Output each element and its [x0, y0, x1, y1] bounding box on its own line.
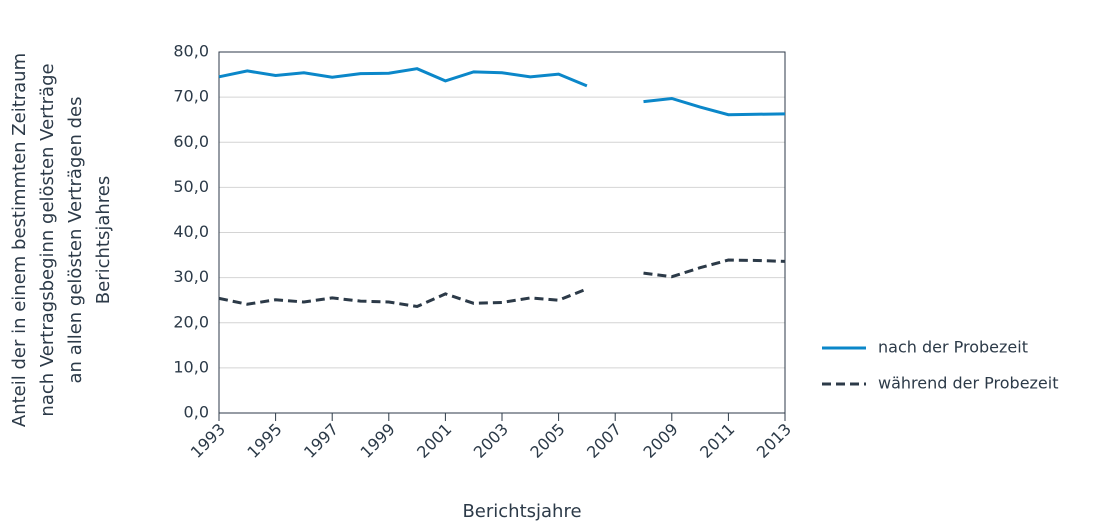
x-tick-label: 1993 — [187, 420, 229, 462]
x-tick-label: 1995 — [243, 420, 285, 462]
y-axis-label: nach Vertragsbeginn gelösten Verträge — [37, 63, 58, 416]
y-tick-label: 10,0 — [173, 357, 209, 376]
y-tick-label: 70,0 — [173, 87, 209, 106]
legend-label: nach der Probezeit — [878, 338, 1028, 357]
y-axis-label: Anteil der in einem bestimmten Zeitraum — [9, 53, 30, 427]
line-series — [218, 67, 786, 117]
x-axis-label: Berichtsjahre — [462, 501, 581, 522]
y-tick-label: 60,0 — [173, 132, 209, 151]
line-series — [218, 258, 786, 309]
y-tick-label: 80,0 — [173, 42, 209, 61]
y-tick-label: 20,0 — [173, 312, 209, 331]
y-axis-label: an allen gelösten Verträgen des — [65, 97, 86, 384]
y-axis-label: Berichtsjahres — [93, 176, 114, 304]
y-tick-label: 30,0 — [173, 267, 209, 286]
x-tick-label: 2003 — [470, 420, 512, 462]
x-tick-label: 2011 — [696, 420, 738, 462]
x-tick-label: 2001 — [413, 420, 455, 462]
legend-label: während der Probezeit — [878, 374, 1059, 393]
x-tick-label: 2009 — [640, 420, 682, 462]
y-tick-label: 40,0 — [173, 222, 209, 241]
y-tick-label: 50,0 — [173, 177, 209, 196]
x-tick-label: 1999 — [357, 420, 399, 462]
y-tick-label: 0,0 — [184, 403, 209, 422]
x-tick-label: 2005 — [526, 420, 568, 462]
x-tick-label: 2013 — [753, 420, 795, 462]
x-tick-label: 1997 — [300, 420, 342, 462]
x-tick-label: 2007 — [583, 420, 625, 462]
